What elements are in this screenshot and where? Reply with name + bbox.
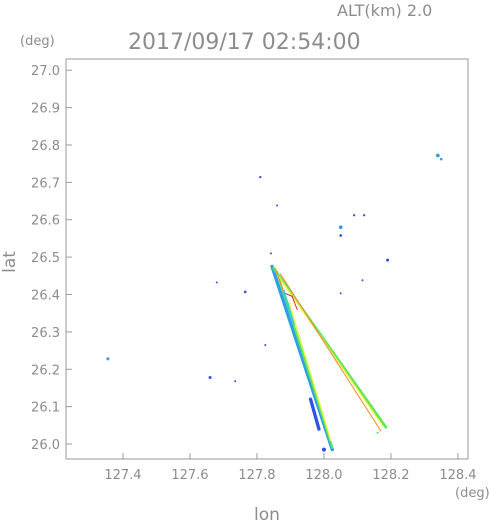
axis-ticks: 127.4 127.6 127.8 128.0 128.2 128.4 26.0 26.1 26… [31,64,477,483]
echo-point [376,431,379,434]
x-tick-label: 128.2 [372,468,409,483]
beam-streak [291,295,298,310]
x-tick-label: 127.4 [104,468,141,483]
echo-point [339,234,343,237]
echo-point [276,204,279,207]
y-tick-label: 26.6 [31,214,60,229]
echo-point [270,252,273,255]
echo-point [106,357,110,361]
echo-point [339,292,342,295]
x-axis-label: lon [254,505,280,521]
y-tick-label: 26.3 [31,326,60,341]
x-tick-label: 127.8 [238,468,275,483]
y-tick-label: 26.2 [31,363,60,378]
echo-point [352,214,356,217]
echo-point [436,153,440,158]
y-tick-label: 27.0 [31,64,60,79]
y-tick-label: 26.8 [31,139,60,154]
echo-point [338,225,343,230]
y-tick-label: 26.5 [31,251,60,266]
beam-streak [276,273,384,427]
echo-point [362,214,366,217]
beam-streak [282,289,295,326]
x-tick-label: 128.4 [439,468,476,483]
y-tick-label: 26.7 [31,176,60,191]
x-unit-label: (deg) [455,486,490,501]
echo-point [259,175,262,179]
beam-streak [274,267,285,294]
echo-point [243,290,247,294]
echo-point [321,447,326,452]
y-tick-label: 26.4 [31,289,60,304]
echo-point [215,281,218,284]
echo-layer [106,153,443,452]
y-unit-label: (deg) [20,34,55,49]
y-axis-label: lat [0,251,20,273]
beam-streak [288,301,332,441]
altitude-label: ALT(km) 2.0 [337,1,432,20]
y-tick-label: 26.0 [31,438,60,453]
echo-point [264,343,267,346]
timestamp-title: 2017/09/17 02:54:00 [128,30,361,55]
beam-streak [279,273,382,432]
y-tick-label: 26.1 [31,401,60,416]
echo-point [386,258,390,262]
echo-point [439,157,443,161]
echo-point [208,375,212,380]
y-tick-label: 26.9 [31,102,60,117]
echo-point [361,279,364,282]
plot-frame [65,58,469,460]
beam-streak [308,397,321,431]
x-tick-label: 127.6 [171,468,208,483]
echo-point [234,380,237,383]
x-tick-label: 128.0 [305,468,342,483]
